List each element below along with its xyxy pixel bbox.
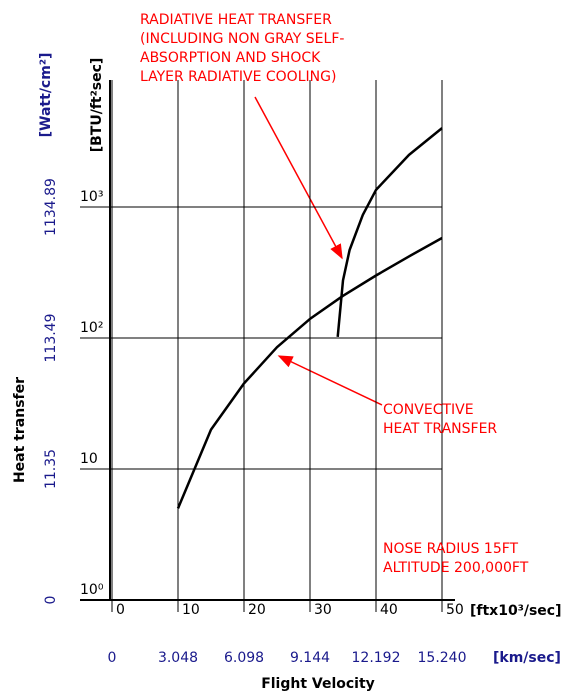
- series-line: [176, 236, 443, 509]
- x2-tick-label: 3.048: [158, 650, 198, 666]
- y2-unit: [Watt/cm²]: [38, 53, 54, 138]
- y2-tick-label: 113.49: [43, 314, 59, 363]
- x-unit: [ftx10³/sec]: [470, 603, 561, 619]
- x2-tick-label: 12.192: [352, 650, 401, 666]
- x2-tick-label: 9.144: [290, 650, 330, 666]
- annotation: ALTITUDE 200,000FT: [383, 560, 529, 576]
- annotation: RADIATIVE HEAT TRANSFER: [140, 12, 332, 28]
- series-line: [336, 127, 443, 338]
- x2-tick-label: 6.098: [224, 650, 264, 666]
- x-tick-label: 50: [446, 602, 464, 618]
- y-unit: [BTU/ft²sec]: [89, 58, 105, 153]
- y2-tick-label: 0: [43, 596, 59, 605]
- arrow: [277, 355, 383, 406]
- annotation: HEAT TRANSFER: [383, 421, 497, 437]
- annotation: LAYER RADIATIVE COOLING): [140, 69, 336, 85]
- y-tick-label: 10: [80, 451, 98, 467]
- x-tick-label: 10: [182, 602, 200, 618]
- arrow: [254, 96, 343, 260]
- x-tick-label: 40: [380, 602, 398, 618]
- y-tick-label: 10⁰: [80, 582, 104, 598]
- x2-tick-label: 0: [108, 650, 117, 666]
- x-label: Flight Velocity: [261, 676, 375, 692]
- x-tick-label: 0: [116, 602, 125, 618]
- annotation: (INCLUDING NON GRAY SELF-: [140, 31, 344, 47]
- x2-tick-label: 15.240: [418, 650, 467, 666]
- y2-tick-label: 1134.89: [43, 178, 59, 236]
- y-tick-label: 10³: [80, 189, 103, 205]
- annotation: CONVECTIVE: [383, 402, 474, 418]
- annotation: ABSORPTION AND SHOCK: [140, 50, 321, 66]
- y2-tick-label: 11.35: [43, 449, 59, 489]
- x-tick-label: 20: [248, 602, 266, 618]
- x-tick-label: 30: [314, 602, 332, 618]
- annotation: NOSE RADIUS 15FT: [383, 541, 519, 557]
- x2-unit: [km/sec]: [493, 650, 561, 666]
- y-tick-label: 10²: [80, 320, 103, 336]
- y-label: Heat transfer: [12, 377, 28, 483]
